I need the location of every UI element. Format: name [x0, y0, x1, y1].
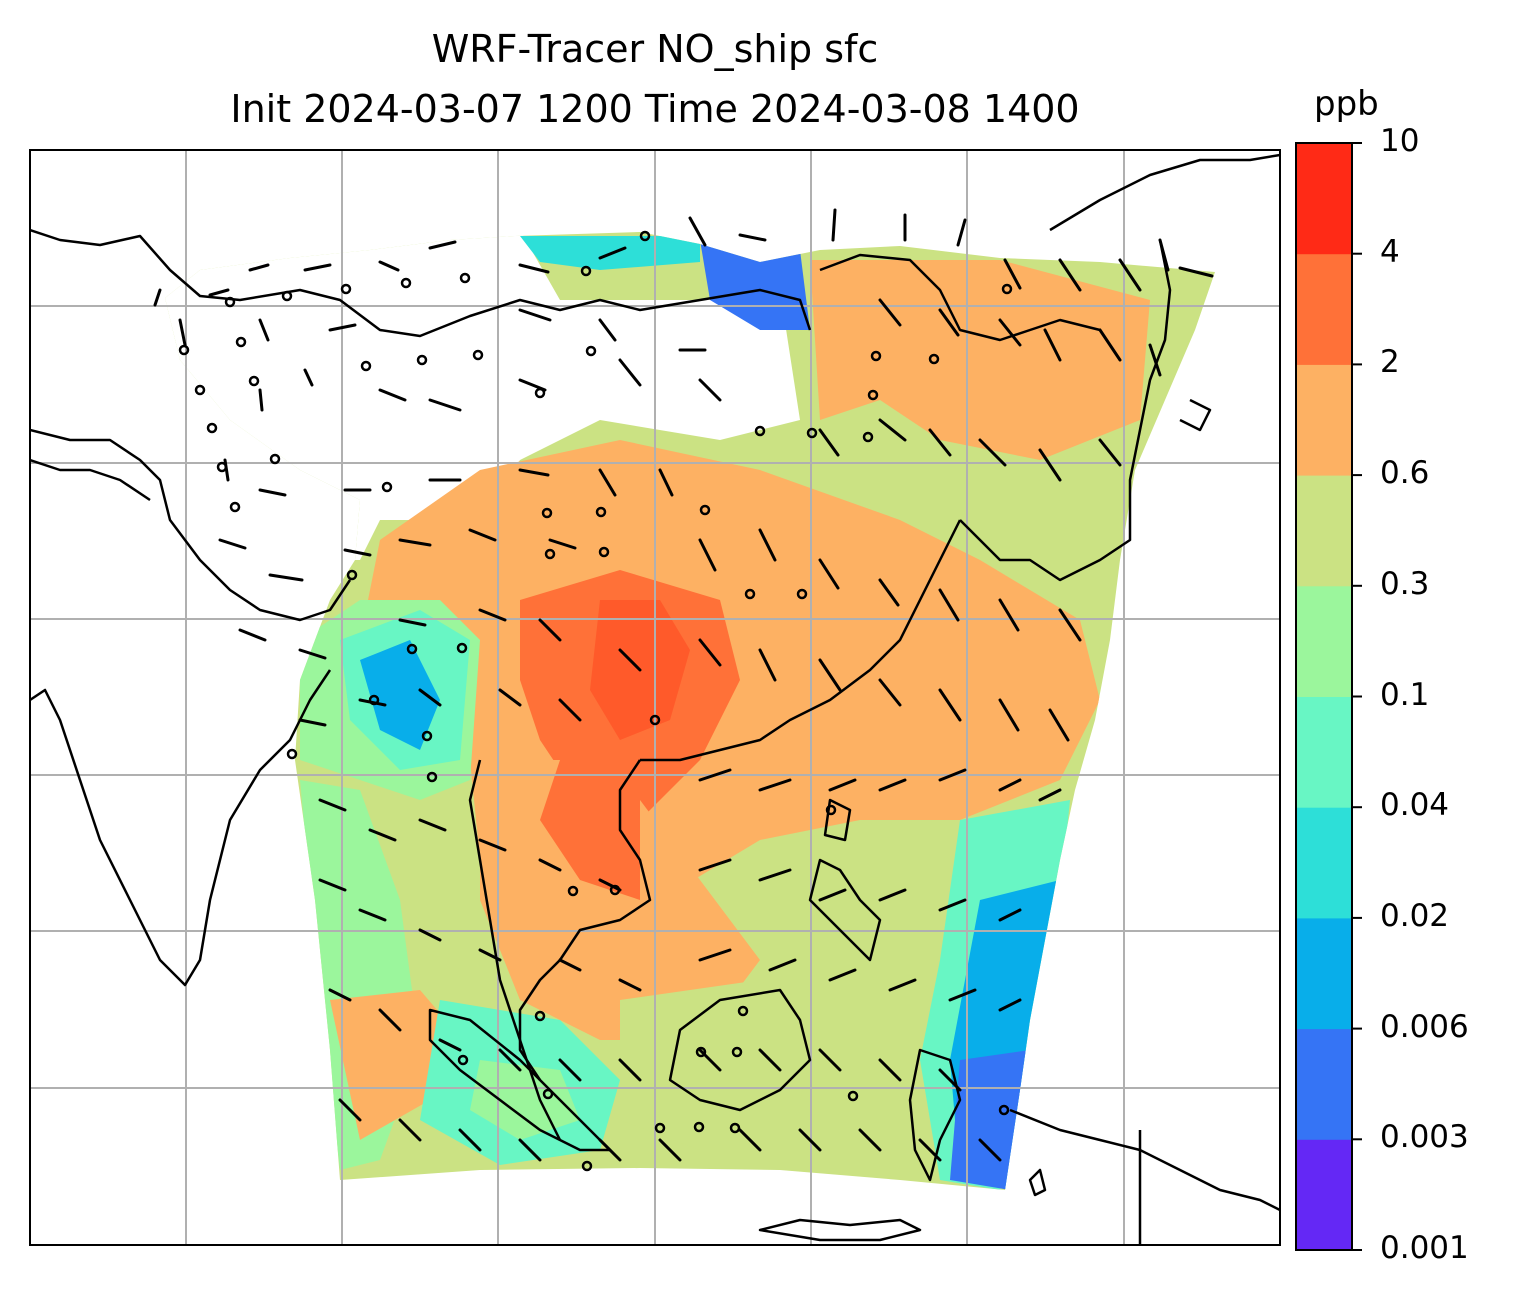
- colorbar-frame: [1295, 142, 1353, 1251]
- calm-wind-circles: [178, 230, 1013, 1172]
- map-title-line-2: Init 2024-03-07 1200 Time 2024-03-08 140…: [230, 87, 1080, 131]
- wind-barbs: [153, 208, 1214, 1162]
- map-title-line-1: WRF-Tracer NO_ship sfc: [431, 27, 879, 71]
- colorbar-tick-label: 10: [1380, 123, 1420, 159]
- colorbar-tick-label: 0.3: [1380, 565, 1430, 602]
- colorbar-band: [1296, 1139, 1352, 1251]
- colorbar-tick-label: 2: [1380, 344, 1400, 381]
- colorbar-tick-label: 0.1: [1380, 676, 1430, 713]
- colorbar-unit-label: ppb: [1314, 84, 1379, 124]
- colorbar-tick-label: 0.006: [1380, 1008, 1469, 1045]
- gridlines: [30, 150, 1280, 1245]
- coastlines: [30, 153, 1280, 1245]
- colorbar-band: [1296, 1028, 1352, 1140]
- colorbar-band: [1296, 143, 1352, 255]
- map-area: [30, 150, 1280, 1245]
- colorbar-band: [1296, 585, 1352, 697]
- colorbar-band: [1296, 364, 1352, 476]
- colorbar-tick-label: 0.6: [1380, 455, 1430, 492]
- colorbar-band: [1296, 696, 1352, 808]
- colorbar-band: [1296, 917, 1352, 1030]
- colorbar-band: [1296, 253, 1352, 365]
- map-frame: [29, 149, 1281, 1246]
- colorbar-tick-label: 0.02: [1380, 897, 1450, 934]
- colorbar-tick-label: 0.04: [1380, 787, 1450, 824]
- colorbar-tick-label: 0.001: [1380, 1230, 1469, 1266]
- colorbar-band: [1296, 475, 1352, 587]
- colorbar-band: [1296, 807, 1352, 919]
- colorbar: [1296, 142, 1362, 1251]
- colorbar-tick-label: 0.003: [1380, 1119, 1469, 1156]
- colorbar-tick-label: 4: [1380, 233, 1400, 270]
